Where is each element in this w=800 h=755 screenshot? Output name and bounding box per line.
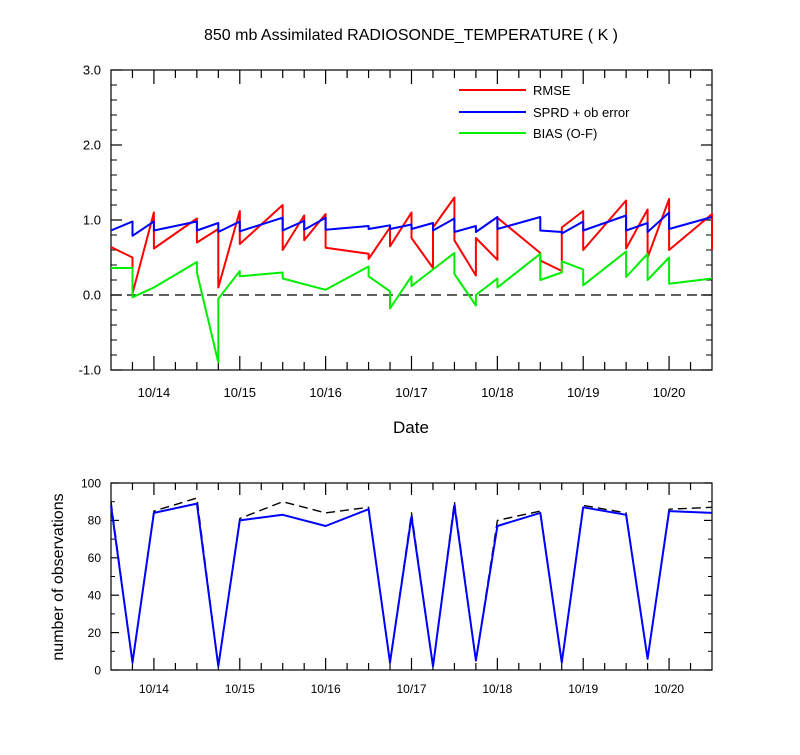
y-tick-label-20: 20 [88,626,102,640]
y-tick-label-1-0: 1.0 [83,213,101,228]
y-tick-label-0: 0 [94,663,101,677]
top-panel: 10/14 10/15 10/16 10/17 10/18 10/19 10/20 -1.0 0… [79,63,713,400]
x-tick-label-10-15: 10/15 [225,682,255,696]
x-tick-label-10-16: 10/16 [309,385,342,400]
legend-label-rmse: RMSE [533,83,571,98]
series-line-bias-o-f [111,250,713,364]
y-tick-label-40: 40 [88,589,102,603]
x-tick-label-10-18: 10/18 [481,385,514,400]
series-line-observations-assimilated [110,502,713,668]
y-tick-label-0-0: 0.0 [83,288,101,303]
y-tick-label-2-0: 2.0 [83,138,101,153]
series-line-sprd-ob-error [110,211,713,237]
x-tick-label-10-15: 10/15 [224,385,257,400]
x-tick-label-10-18: 10/18 [482,682,512,696]
x-tick-label-10-17: 10/17 [395,385,428,400]
x-axis-label: Date [393,418,429,437]
series-line-rmse [110,196,713,295]
x-tick-label-10-17: 10/17 [396,682,426,696]
legend-label-sprd: SPRD + ob error [533,105,630,120]
x-tick-label-10-14: 10/14 [138,385,171,400]
y-tick-label-80: 80 [88,514,102,528]
x-tick-label-10-16: 10/16 [311,682,341,696]
y-tick-label-3-0: 3.0 [83,63,101,78]
legend: RMSE SPRD + ob error BIAS (O-F) [459,83,630,141]
y-tick-label-100: 100 [81,476,101,490]
y-tick-label-1-0: -1.0 [79,363,101,378]
plot-frame [110,482,713,671]
y-axis-label-observations: number of observations [50,493,67,660]
x-tick-label-10-19: 10/19 [567,385,600,400]
chart-title: 850 mb Assimilated RADIOSONDE_TEMPERATUR… [204,27,618,44]
x-tick-label-10-19: 10/19 [568,682,598,696]
legend-label-bias: BIAS (O-F) [533,126,597,141]
y-tick-label-60: 60 [88,551,102,565]
x-tick-label-10-20: 10/20 [653,385,686,400]
bottom-panel: 10/14 10/15 10/16 10/17 10/18 10/19 10/20 0 20 40… [81,476,713,696]
x-tick-label-10-20: 10/20 [654,682,684,696]
x-tick-label-10-14: 10/14 [139,682,169,696]
